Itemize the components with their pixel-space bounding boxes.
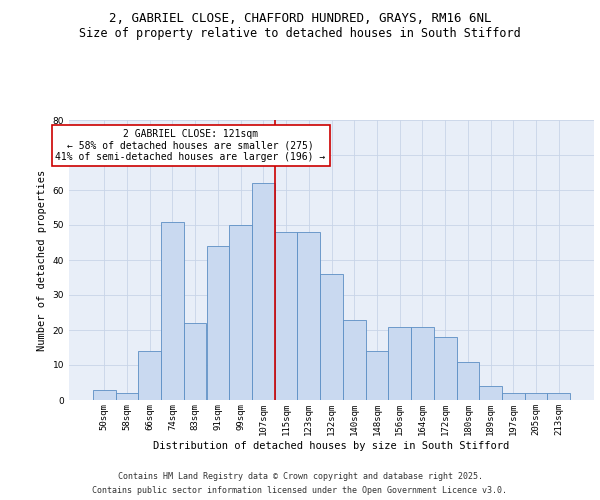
Bar [206,246,229,400]
Bar [139,351,161,400]
Bar [320,274,343,400]
Bar [411,326,434,400]
Bar [161,222,184,400]
Text: 2 GABRIEL CLOSE: 121sqm
← 58% of detached houses are smaller (275)
41% of semi-d: 2 GABRIEL CLOSE: 121sqm ← 58% of detache… [55,128,326,162]
Bar [457,362,479,400]
Bar [252,183,275,400]
Bar [184,323,206,400]
Bar [298,232,320,400]
Bar [434,337,457,400]
Bar [524,393,547,400]
Bar [229,225,252,400]
Bar [502,393,524,400]
Bar [343,320,365,400]
Bar [388,326,411,400]
Y-axis label: Number of detached properties: Number of detached properties [37,170,47,350]
Bar [547,393,570,400]
Text: Contains HM Land Registry data © Crown copyright and database right 2025.: Contains HM Land Registry data © Crown c… [118,472,482,481]
Bar [93,390,116,400]
Text: 2, GABRIEL CLOSE, CHAFFORD HUNDRED, GRAYS, RM16 6NL: 2, GABRIEL CLOSE, CHAFFORD HUNDRED, GRAY… [109,12,491,26]
Text: Size of property relative to detached houses in South Stifford: Size of property relative to detached ho… [79,28,521,40]
Bar [275,232,298,400]
Bar [479,386,502,400]
Bar [365,351,388,400]
Text: Contains public sector information licensed under the Open Government Licence v3: Contains public sector information licen… [92,486,508,495]
Bar [116,393,139,400]
X-axis label: Distribution of detached houses by size in South Stifford: Distribution of detached houses by size … [154,440,509,450]
